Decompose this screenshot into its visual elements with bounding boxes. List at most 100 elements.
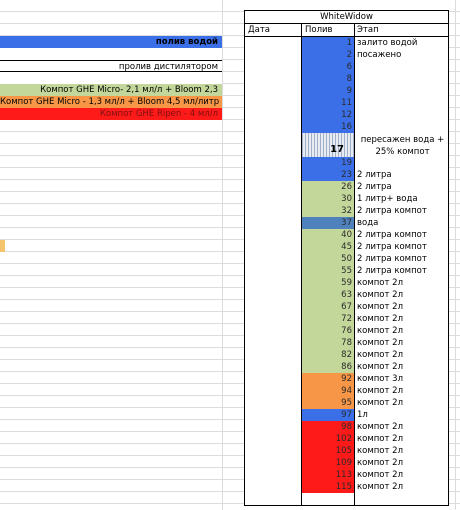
etap-cell[interactable]: 2 литра компот [357, 206, 427, 216]
header-poliv[interactable]: Полив [305, 25, 333, 35]
table-row: 50 2 литра компот [302, 253, 448, 265]
table-row: 98 компот 2л [302, 421, 448, 433]
table-row: 30 1 литр+ вода [302, 193, 448, 205]
selected-cell-marker [0, 240, 5, 252]
header-date[interactable]: Дата [248, 25, 271, 35]
etap-cell[interactable]: 2 литра компот [357, 266, 427, 276]
header-divider [245, 36, 448, 37]
table-title[interactable]: WhiteWidow [245, 11, 448, 24]
legend-spacer[interactable] [0, 72, 222, 84]
poliv-cell[interactable]: 76 [302, 325, 354, 337]
legend-item[interactable]: Компот GHE Micro - 1,3 мл/л + Bloom 4,5 … [0, 96, 222, 108]
table-row: 19 [302, 157, 448, 169]
poliv-cell[interactable]: 26 [302, 181, 354, 193]
etap-cell[interactable]: компот 2л [357, 470, 403, 480]
etap-cell[interactable] [354, 85, 448, 97]
etap-cell[interactable] [354, 157, 448, 169]
poliv-cell[interactable]: 115 [302, 481, 354, 493]
etap-cell[interactable]: компот 2л [357, 350, 403, 360]
table-row: 82 компот 2л [302, 349, 448, 361]
etap-cell[interactable]: 2 литра компот [357, 242, 427, 252]
etap-cell[interactable]: компот 2л [357, 338, 403, 348]
poliv-cell[interactable]: 86 [302, 361, 354, 373]
table-row: 63 компот 2л [302, 289, 448, 301]
poliv-cell[interactable]: 105 [302, 445, 354, 457]
etap-cell[interactable]: компот 2л [357, 362, 403, 372]
etap-cell[interactable]: 2 литра компот [357, 230, 427, 240]
poliv-cell[interactable]: 11 [302, 97, 354, 109]
poliv-cell[interactable]: 72 [302, 313, 354, 325]
poliv-cell[interactable]: 63 [302, 289, 354, 301]
table-row: 23 2 литра [302, 169, 448, 181]
etap-cell[interactable]: вода [357, 218, 379, 228]
poliv-cell[interactable]: 19 [302, 157, 354, 169]
poliv-cell[interactable]: 6 [302, 61, 354, 73]
poliv-cell[interactable]: 1 [302, 37, 354, 49]
legend-item[interactable]: полив водой [0, 36, 222, 48]
poliv-cell[interactable]: 50 [302, 253, 354, 265]
poliv-cell[interactable]: 78 [302, 337, 354, 349]
etap-cell[interactable]: компот 2л [357, 386, 403, 396]
poliv-cell[interactable]: 55 [302, 265, 354, 277]
poliv-cell[interactable]: 92 [302, 373, 354, 385]
poliv-cell[interactable]: 9 [302, 85, 354, 97]
poliv-cell[interactable]: 32 [302, 205, 354, 217]
etap-cell[interactable]: компот 2л [357, 458, 403, 468]
poliv-cell[interactable]: 40 [302, 229, 354, 241]
etap-cell[interactable]: компот 2л [357, 446, 403, 456]
table-row: 105 компот 2л [302, 445, 448, 457]
table-row: 67 компот 2л [302, 301, 448, 313]
poliv-cell[interactable]: 82 [302, 349, 354, 361]
poliv-cell[interactable]: 12 [302, 109, 354, 121]
etap-cell[interactable]: 2 литра компот [357, 254, 427, 264]
etap-cell[interactable]: залито водой [357, 38, 418, 48]
etap-cell[interactable]: 2 литра [357, 170, 392, 180]
etap-cell[interactable] [354, 121, 448, 133]
etap-cell[interactable]: 1 литр+ вода [357, 194, 418, 204]
poliv-cell[interactable]: 37 [302, 217, 354, 229]
poliv-cell[interactable]: 16 [302, 121, 354, 133]
legend-item[interactable]: пролив дистилятором [0, 60, 222, 72]
poliv-cell[interactable]: 59 [302, 277, 354, 289]
etap-cell[interactable]: пересажен вода + 25% компот [360, 135, 445, 157]
poliv-cell[interactable]: 67 [302, 301, 354, 313]
poliv-cell[interactable]: 94 [302, 385, 354, 397]
poliv-cell[interactable]: 102 [302, 433, 354, 445]
column-separator [354, 24, 355, 505]
table-row: 11 [302, 97, 448, 109]
etap-cell[interactable]: посажено [357, 50, 402, 60]
poliv-cell[interactable]: 45 [302, 241, 354, 253]
etap-cell[interactable]: компот 2л [357, 422, 403, 432]
poliv-cell[interactable]: 97 [302, 409, 354, 421]
table-row: 16 [302, 121, 448, 133]
column-separator [301, 24, 302, 505]
etap-cell[interactable]: 2 литра [357, 182, 392, 192]
etap-cell[interactable]: компот 3л [357, 374, 403, 384]
poliv-cell[interactable]: 8 [302, 73, 354, 85]
etap-cell[interactable]: компот 2л [357, 314, 403, 324]
etap-cell[interactable]: 1л [357, 410, 368, 420]
poliv-cell[interactable]: 95 [302, 397, 354, 409]
header-etap[interactable]: Этап [357, 25, 379, 35]
etap-cell[interactable]: компот 2л [357, 434, 403, 444]
poliv-cell[interactable]: 23 [302, 169, 354, 181]
poliv-cell[interactable]: 98 [302, 421, 354, 433]
etap-cell[interactable]: компот 2л [357, 302, 403, 312]
poliv-cell[interactable]: 2 [302, 49, 354, 61]
legend-item[interactable]: Компот GHE Ripen - 4 мл/л [0, 108, 222, 120]
etap-cell[interactable]: компот 2л [357, 398, 403, 408]
legend-item[interactable]: Компот GHE Micro- 2,1 мл/л + Bloom 2,3 [0, 84, 222, 96]
legend-spacer[interactable] [0, 48, 222, 60]
etap-cell[interactable] [354, 109, 448, 121]
etap-cell[interactable] [354, 97, 448, 109]
etap-cell[interactable]: компот 2л [357, 326, 403, 336]
etap-cell[interactable]: компот 2л [357, 290, 403, 300]
etap-cell[interactable]: компот 2л [357, 482, 403, 492]
poliv-cell[interactable]: 113 [302, 469, 354, 481]
etap-cell[interactable]: компот 2л [357, 278, 403, 288]
etap-cell[interactable] [354, 73, 448, 85]
poliv-cell[interactable]: 30 [302, 193, 354, 205]
etap-cell[interactable] [354, 61, 448, 73]
poliv-cell[interactable]: 17 [302, 133, 354, 157]
poliv-cell[interactable]: 109 [302, 457, 354, 469]
